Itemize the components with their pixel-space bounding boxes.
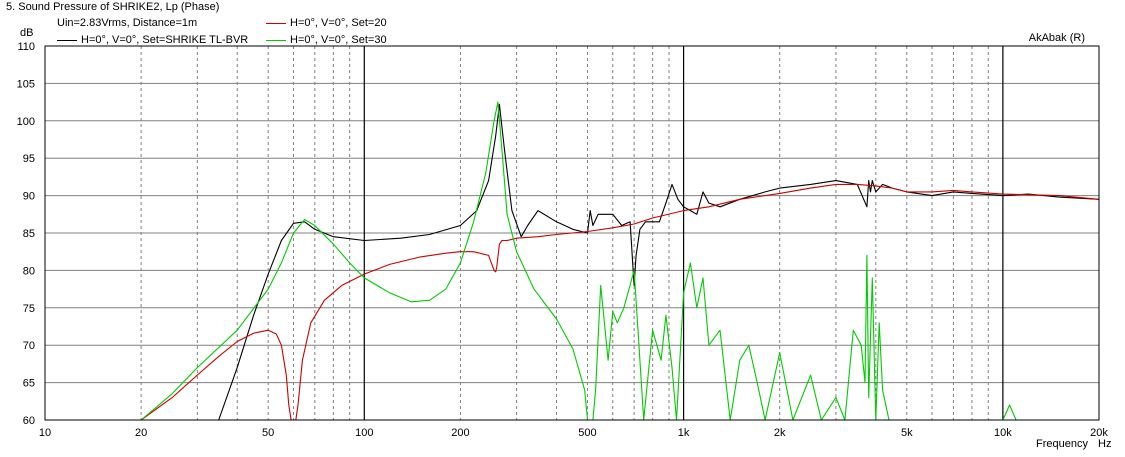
y-tick-label: 110 (17, 41, 35, 53)
y-tick-label: 65 (23, 378, 35, 390)
legend-swatch-green (266, 39, 286, 41)
x-tick-label: 10 (39, 427, 51, 439)
grid (45, 46, 1099, 420)
x-tick-label: 100 (355, 427, 373, 439)
x-tick-label: 1k (678, 427, 690, 439)
legend-item-black: H=0°, V=0°, Set=SHRIKE TL-BVR (57, 34, 248, 46)
y-tick-label: 70 (23, 340, 35, 352)
x-tick-label: 20 (135, 427, 147, 439)
x-tick-label: 5k (901, 427, 913, 439)
x-tick-label: 2k (774, 427, 786, 439)
series-line-2 (45, 101, 1099, 421)
y-tick-label: 90 (23, 191, 35, 203)
measurement-conditions: Uin=2.83Vrms, Distance=1m (57, 17, 198, 29)
x-tick-label: 500 (578, 427, 596, 439)
y-tick-label: 85 (23, 228, 35, 240)
y-tick-label: 95 (23, 153, 35, 165)
legend-label-green: H=0°, V=0°, Set=30 (290, 34, 387, 46)
legend-item-green: H=0°, V=0°, Set=30 (266, 34, 387, 46)
x-axis-label: Frequency (1036, 438, 1088, 450)
window-title: 5. Sound Pressure of SHRIKE2, Lp (Phase) (6, 1, 220, 13)
y-tick-labels: 60 65 70 75 80 85 90 95 100 105 110 (17, 41, 35, 427)
legend-swatch-black (57, 39, 77, 41)
series-line-1 (45, 183, 1100, 421)
legend-item-red: H=0°, V=0°, Set=20 (266, 17, 387, 29)
y-tick-label: 75 (23, 303, 35, 315)
y-tick-label: 80 (23, 265, 35, 277)
x-axis-unit: Hz (1098, 438, 1112, 450)
x-tick-label: 200 (451, 427, 469, 439)
x-tick-labels: 10 20 50 100 200 500 1k 2k 5k 10k 20k (39, 427, 1108, 439)
x-tick-label: 20k (1090, 427, 1108, 439)
series-layer (45, 101, 1100, 421)
y-tick-label: 60 (23, 415, 35, 427)
legend-label-black: H=0°, V=0°, Set=SHRIKE TL-BVR (81, 34, 249, 46)
y-tick-label: 105 (17, 78, 35, 90)
x-tick-label: 10k (994, 427, 1012, 439)
legend-label-red: H=0°, V=0°, Set=20 (290, 17, 387, 29)
y-tick-label: 100 (17, 116, 35, 128)
legend-swatch-red (266, 22, 286, 24)
y-axis-unit: dB (20, 27, 34, 39)
plot-border (44, 45, 1100, 421)
software-credit: AkAbak (R) (1028, 32, 1085, 44)
plot-frame (44, 45, 1100, 421)
x-tick-label: 50 (262, 427, 274, 439)
series-line-0 (45, 103, 1100, 421)
